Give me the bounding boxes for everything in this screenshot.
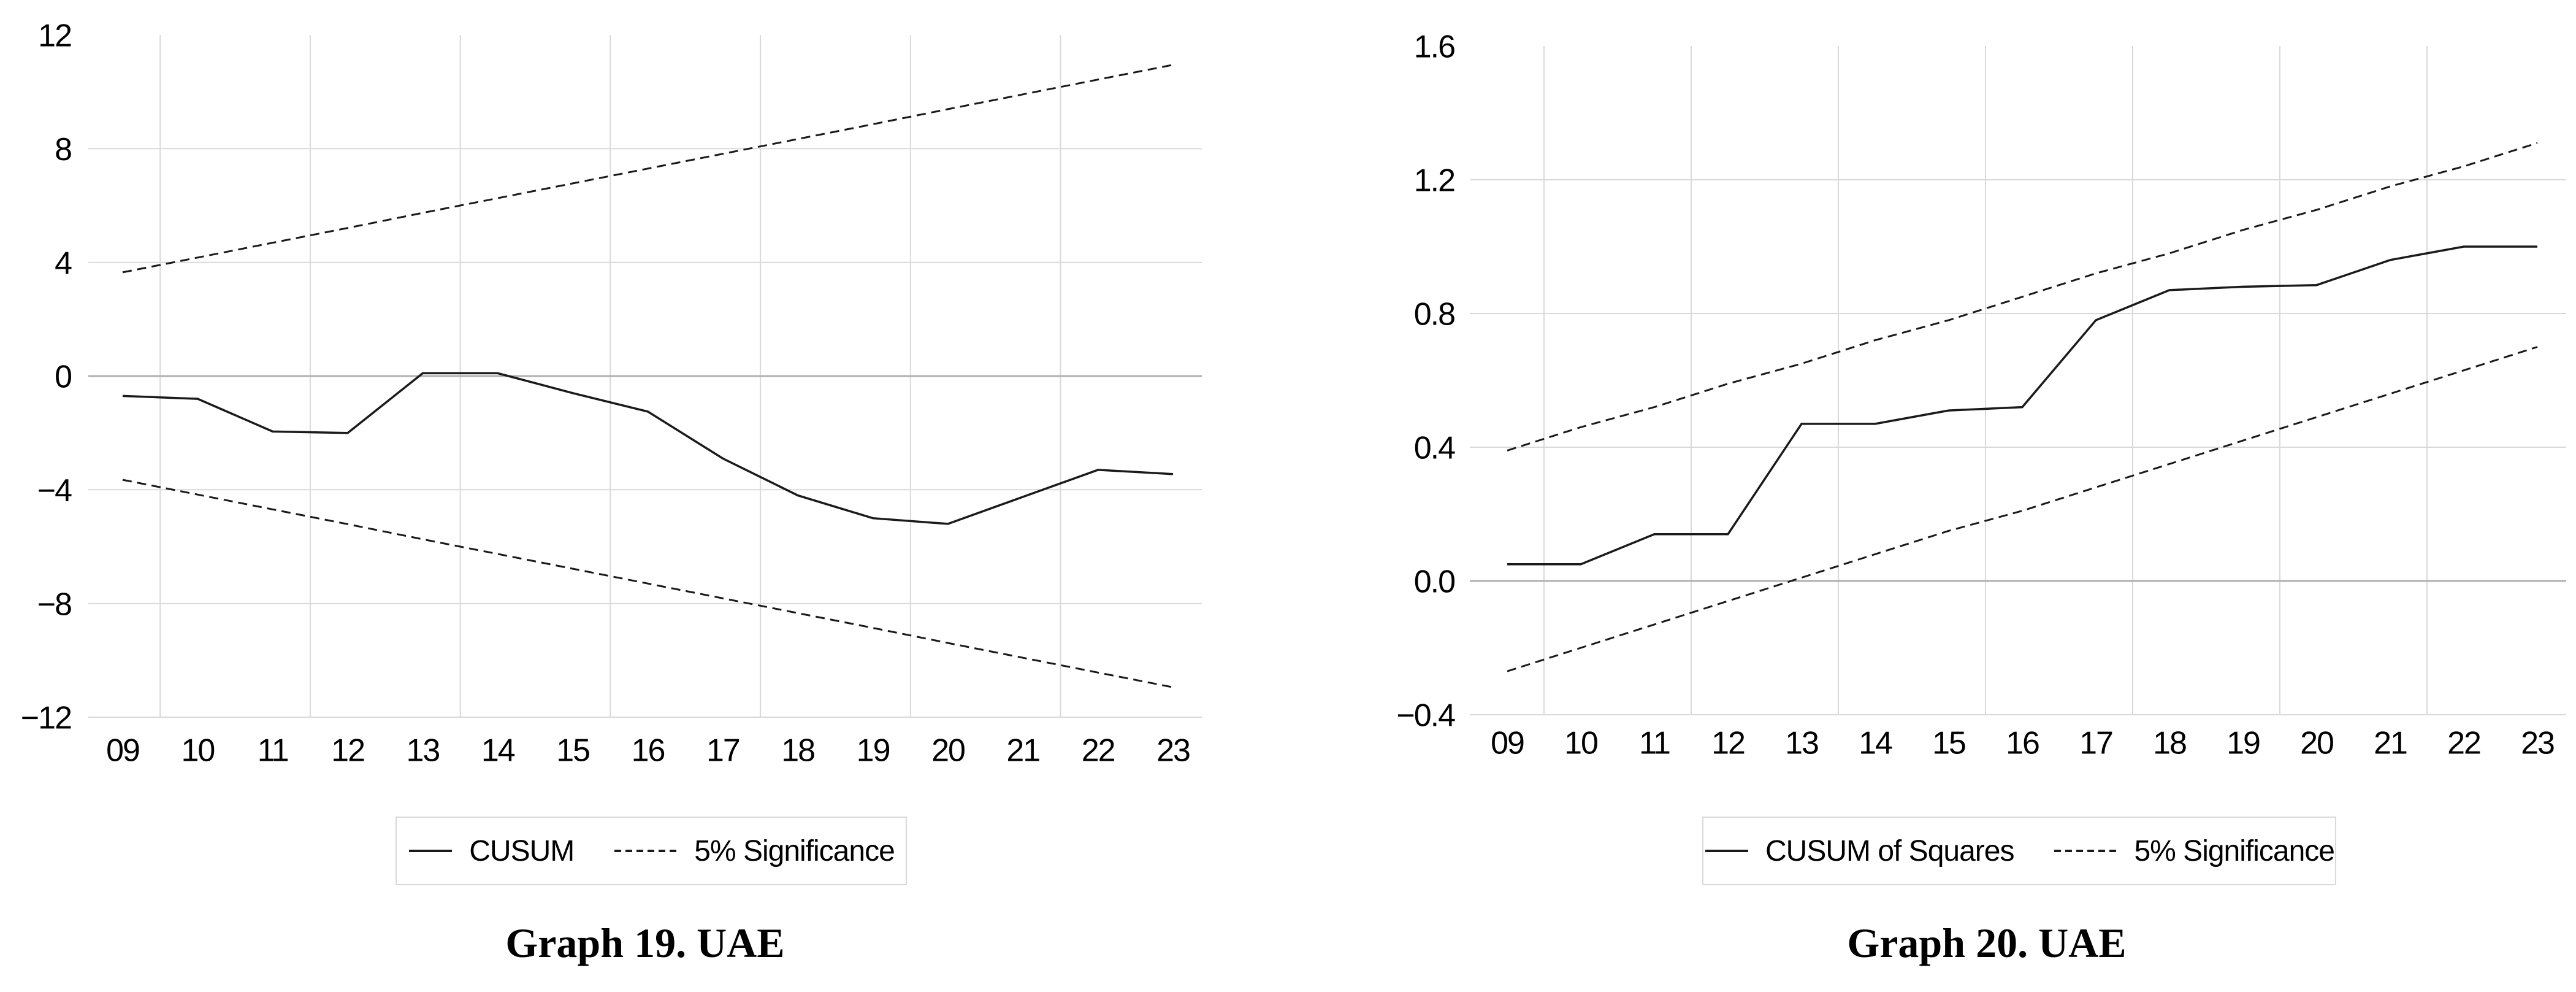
5-significance-lower-band-line	[122, 479, 1174, 688]
y-axis-tick-label: 0	[55, 360, 71, 395]
x-axis-tick-label: 18	[781, 733, 814, 769]
x-axis-tick-label: 17	[2079, 726, 2112, 761]
y-axis-tick-label: 4	[55, 245, 72, 281]
x-axis-tick-label: 12	[331, 733, 364, 769]
cusum-chart-plot: 12 8 4 0 −4 −8 −12 09 10 11 12 13 14 15 16 17 18 19 20 21 22…	[21, 18, 1202, 769]
legend-cusum-of-squares: CUSUM of Squares 5% Significance	[1702, 817, 2336, 885]
x-axis-tick-label: 15	[556, 733, 589, 769]
legend-item-cusum: CUSUM	[408, 834, 575, 868]
x-axis-tick-label: 23	[1156, 733, 1190, 769]
legend-item-significance: 5% Significance	[613, 834, 895, 868]
x-axis-tick-label: 20	[2300, 726, 2333, 761]
x-axis-tick-label: 22	[1082, 733, 1115, 769]
solid-line-sample-icon	[409, 850, 453, 852]
x-axis-tick-label: 23	[2521, 726, 2554, 761]
x-axis-tick-label: 09	[106, 733, 139, 769]
x-axis-tick-label: 14	[481, 733, 515, 769]
y-axis-tick-label: 0.4	[1414, 431, 1455, 466]
y-axis-tick-label: −8	[37, 586, 71, 622]
x-axis-tick-label: 13	[1785, 726, 1818, 761]
x-axis-tick-label: 10	[1564, 726, 1597, 761]
y-axis-tick-label: 12	[38, 18, 71, 54]
cusum-line	[122, 372, 1174, 525]
x-axis-tick-label: 18	[2153, 726, 2186, 761]
5-significance-lower-band-line	[1507, 346, 2538, 672]
dashed-line-sample-icon	[2054, 850, 2117, 852]
y-axis-tick-label: 1.6	[1414, 29, 1454, 65]
y-axis-tick-label: 1.2	[1414, 163, 1454, 199]
cusum-of-squares-line	[1507, 245, 2537, 566]
x-axis-tick-label: 21	[2374, 726, 2407, 761]
x-axis-tick-label: 20	[931, 733, 965, 769]
x-axis-tick-label: 19	[2226, 726, 2260, 761]
x-axis-tick-label: 16	[632, 733, 665, 769]
x-axis-tick-label: 22	[2447, 726, 2480, 761]
caption-graph-20: Graph 20. UAE	[1847, 920, 2127, 966]
x-axis-tick-label: 10	[181, 733, 214, 769]
x-axis-tick-label: 16	[2006, 726, 2039, 761]
x-axis-tick-label: 21	[1006, 733, 1039, 769]
solid-line-sample-icon	[1705, 850, 1748, 852]
x-axis-tick-label: 11	[258, 733, 288, 769]
x-axis-tick-label: 12	[1711, 726, 1745, 761]
legend-label: 5% Significance	[2134, 834, 2335, 867]
5-significance-upper-band-line	[122, 64, 1174, 274]
caption-graph-19: Graph 19. UAE	[505, 920, 785, 966]
x-axis-tick-label: 09	[1491, 726, 1524, 761]
y-axis-tick-label: 0.0	[1414, 564, 1454, 600]
legend-label: 5% Significance	[694, 834, 895, 867]
dashed-line-sample-icon	[614, 850, 678, 852]
legend-item-cusum-of-squares: CUSUM of Squares	[1704, 834, 2014, 868]
x-axis-tick-label: 19	[857, 733, 890, 769]
y-axis-tick-label: −0.4	[1396, 698, 1455, 734]
y-axis-tick-label: −4	[37, 473, 72, 509]
cusum-of-squares-chart-plot: 1.6 1.2 0.8 0.4 0.0 −0.4 09 10 11 12 13 14 15 16 17 18 1…	[1396, 29, 2566, 761]
legend-item-significance: 5% Significance	[2053, 834, 2335, 868]
y-axis-tick-label: 8	[55, 132, 71, 167]
y-axis-tick-label: −12	[21, 701, 71, 736]
x-axis-tick-label: 17	[706, 733, 740, 769]
x-axis-tick-label: 15	[1932, 726, 1965, 761]
legend-label: CUSUM of Squares	[1765, 834, 2014, 867]
legend-label: CUSUM	[469, 834, 575, 867]
x-axis-tick-label: 11	[1639, 726, 1670, 761]
y-axis-tick-label: 0.8	[1414, 297, 1454, 333]
x-axis-tick-label: 13	[406, 733, 439, 769]
5-significance-upper-band-line	[1507, 142, 2538, 452]
x-axis-tick-label: 14	[1859, 726, 1892, 761]
legend-cusum: CUSUM 5% Significance	[396, 817, 907, 885]
